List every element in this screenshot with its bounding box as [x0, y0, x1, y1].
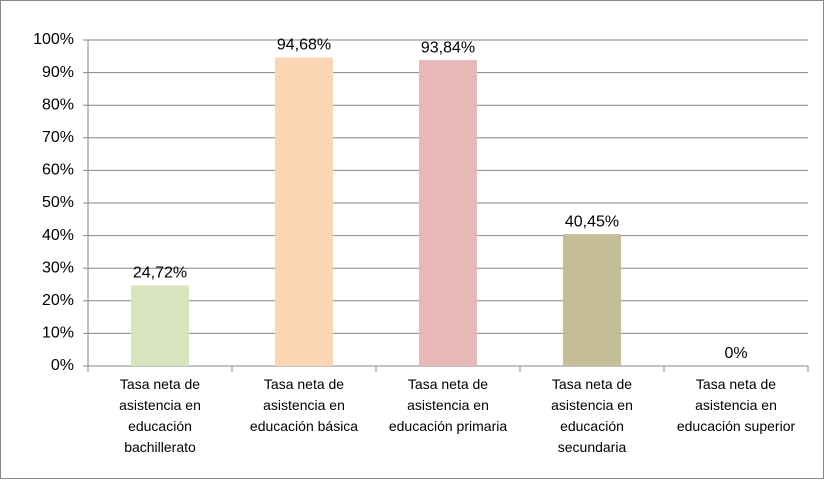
data-label: 0%	[724, 345, 747, 362]
y-tick-label: 0%	[51, 357, 74, 374]
y-tick-label: 10%	[42, 325, 74, 342]
data-label: 94,68%	[277, 37, 331, 54]
y-tick-label: 40%	[42, 227, 74, 244]
bar	[275, 57, 333, 366]
y-tick-label: 20%	[42, 292, 74, 309]
data-label: 40,45%	[565, 213, 619, 230]
y-tick-label: 80%	[42, 96, 74, 113]
x-tick-label: Tasa neta de asistencia en educación pri…	[388, 376, 508, 434]
x-tick-label: Tasa neta de asistencia en educación sec…	[551, 376, 633, 455]
bar	[131, 285, 189, 366]
y-tick-label: 60%	[42, 162, 74, 179]
data-label: 93,84%	[421, 39, 475, 56]
bar	[419, 60, 477, 366]
y-tick-label: 70%	[42, 129, 74, 146]
y-tick-label: 90%	[42, 64, 74, 81]
bar	[563, 234, 621, 366]
data-label: 24,72%	[133, 265, 187, 282]
y-tick-label: 50%	[42, 194, 74, 211]
x-tick-label: Tasa neta de asistencia en educación bás…	[249, 376, 359, 434]
y-tick-label: 100%	[33, 31, 74, 48]
x-tick-label: Tasa neta de asistencia en educación sup…	[676, 376, 796, 434]
y-tick-label: 30%	[42, 259, 74, 276]
x-tick-label: Tasa neta de asistencia en educación bac…	[119, 376, 201, 455]
